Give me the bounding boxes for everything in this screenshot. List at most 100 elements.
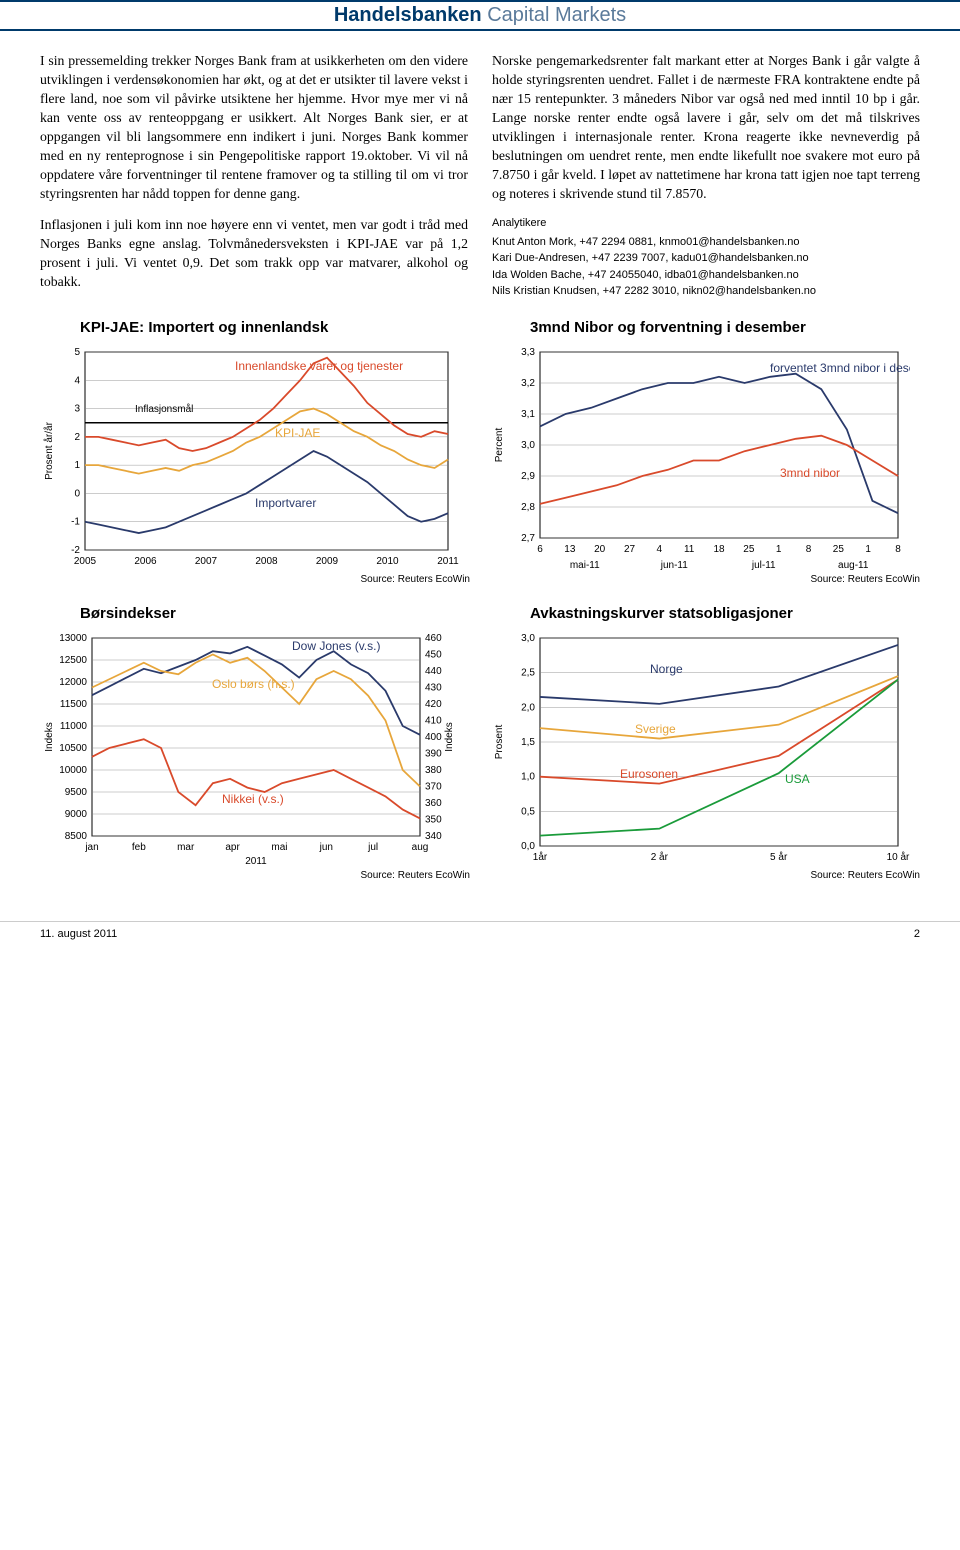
svg-text:2009: 2009 — [316, 556, 339, 567]
brand: Handelsbanken Capital Markets — [334, 4, 626, 26]
svg-text:mar: mar — [177, 842, 195, 853]
svg-text:2,5: 2,5 — [521, 668, 535, 679]
svg-text:2,9: 2,9 — [521, 471, 535, 482]
svg-text:400: 400 — [425, 732, 442, 743]
svg-text:10500: 10500 — [59, 743, 87, 754]
svg-text:2006: 2006 — [134, 556, 157, 567]
svg-text:420: 420 — [425, 699, 442, 710]
svg-text:aug-11: aug-11 — [838, 560, 869, 571]
chart1-box: -2-10123452005200620072008200920102011Pr… — [40, 342, 470, 572]
chart2-source: Source: Reuters EcoWin — [490, 574, 920, 585]
charts-grid: KPI-JAE: Importert og innenlandsk -2-101… — [40, 319, 920, 881]
svg-text:3,2: 3,2 — [521, 378, 535, 389]
svg-text:10 år: 10 år — [887, 851, 910, 863]
svg-text:forventet 3mnd nibor i desembe: forventet 3mnd nibor i desember — [770, 361, 910, 375]
svg-text:11500: 11500 — [60, 699, 88, 710]
svg-text:jun-11: jun-11 — [660, 560, 688, 571]
svg-text:Indeks: Indeks — [444, 723, 455, 752]
svg-text:8500: 8500 — [65, 831, 88, 842]
svg-text:11: 11 — [684, 544, 695, 555]
svg-text:-2: -2 — [71, 545, 80, 556]
svg-text:Prosent: Prosent — [494, 725, 505, 760]
svg-text:440: 440 — [425, 666, 442, 677]
svg-text:10000: 10000 — [59, 765, 87, 776]
svg-text:410: 410 — [425, 716, 442, 727]
footer-date: 11. august 2011 — [40, 928, 117, 940]
left-p2: Inflasjonen i juli kom inn noe høyere en… — [40, 215, 468, 291]
svg-text:2011: 2011 — [437, 556, 459, 567]
svg-text:370: 370 — [425, 782, 442, 793]
svg-text:340: 340 — [425, 831, 442, 842]
chart4-cell: Avkastningskurver statsobligasjoner 0,00… — [490, 605, 920, 881]
svg-text:2,0: 2,0 — [521, 703, 535, 714]
svg-text:KPI-JAE: KPI-JAE — [275, 426, 320, 440]
right-column: Norske pengemarkedsrenter falt markant e… — [492, 51, 920, 303]
chart2-cell: 3mnd Nibor og forventning i desember 2,7… — [490, 319, 920, 585]
chart1-cell: KPI-JAE: Importert og innenlandsk -2-101… — [40, 319, 470, 585]
svg-text:Prosent år/år: Prosent år/år — [43, 422, 55, 480]
analysts-block: Analytikere Knut Anton Mork, +47 2294 08… — [492, 215, 920, 300]
analyst-line: Nils Kristian Knudsen, +47 2282 3010, ni… — [492, 283, 920, 300]
svg-text:2010: 2010 — [376, 556, 399, 567]
chart4-title: Avkastningskurver statsobligasjoner — [490, 605, 920, 622]
svg-text:2005: 2005 — [74, 556, 97, 567]
analyst-line: Knut Anton Mork, +47 2294 0881, knmo01@h… — [492, 234, 920, 251]
svg-text:Oslo børs (h.s.): Oslo børs (h.s.) — [212, 677, 295, 691]
svg-text:1år: 1år — [533, 851, 548, 863]
chart4-source: Source: Reuters EcoWin — [490, 870, 920, 881]
right-p1: Norske pengemarkedsrenter falt markant e… — [492, 51, 920, 203]
svg-text:9500: 9500 — [65, 787, 88, 798]
svg-text:1: 1 — [776, 544, 782, 555]
svg-text:11000: 11000 — [60, 721, 88, 732]
svg-text:Eurosonen: Eurosonen — [620, 767, 678, 781]
svg-text:jul-11: jul-11 — [751, 560, 776, 571]
chart3-box: 8500 9000 9500 10000 10500 11000 11500 12000 125… — [40, 628, 470, 868]
svg-text:8: 8 — [895, 544, 901, 555]
svg-text:0,0: 0,0 — [521, 841, 535, 852]
svg-text:4: 4 — [74, 376, 80, 387]
svg-text:3: 3 — [74, 404, 80, 415]
svg-text:apr: apr — [225, 842, 240, 853]
svg-text:2008: 2008 — [255, 556, 278, 567]
svg-text:jun: jun — [319, 842, 333, 853]
svg-text:27: 27 — [624, 544, 636, 555]
svg-text:Percent: Percent — [494, 428, 505, 463]
svg-text:18: 18 — [713, 544, 725, 555]
svg-text:2007: 2007 — [195, 556, 218, 567]
svg-text:12500: 12500 — [59, 655, 87, 666]
svg-text:mai: mai — [271, 842, 287, 853]
header-bar: Handelsbanken Capital Markets — [0, 0, 960, 31]
svg-text:13: 13 — [564, 544, 576, 555]
svg-text:Norge: Norge — [650, 662, 683, 676]
svg-text:Indeks: Indeks — [44, 723, 55, 752]
svg-text:6: 6 — [537, 544, 543, 555]
svg-text:1: 1 — [74, 461, 80, 472]
svg-text:350: 350 — [425, 815, 442, 826]
svg-text:mai-11: mai-11 — [570, 560, 600, 571]
svg-text:feb: feb — [132, 842, 146, 853]
brand-light: Capital Markets — [482, 4, 627, 26]
svg-text:jul: jul — [367, 842, 378, 853]
text-columns: I sin pressemelding trekker Norges Bank … — [40, 51, 920, 303]
svg-text:1,5: 1,5 — [521, 737, 535, 748]
svg-text:Inflasjonsmål: Inflasjonsmål — [135, 403, 193, 415]
svg-text:2 år: 2 år — [651, 851, 669, 863]
svg-text:9000: 9000 — [65, 809, 88, 820]
chart1-source: Source: Reuters EcoWin — [40, 574, 470, 585]
left-column: I sin pressemelding trekker Norges Bank … — [40, 51, 468, 303]
svg-text:-1: -1 — [71, 517, 80, 528]
svg-text:25: 25 — [833, 544, 845, 555]
svg-text:5 år: 5 år — [770, 851, 788, 863]
analysts-header: Analytikere — [492, 215, 920, 232]
svg-text:12000: 12000 — [59, 677, 87, 688]
content: I sin pressemelding trekker Norges Bank … — [0, 51, 960, 881]
svg-text:2,7: 2,7 — [521, 533, 535, 544]
svg-text:460: 460 — [425, 633, 442, 644]
left-p1: I sin pressemelding trekker Norges Bank … — [40, 51, 468, 203]
svg-text:Innenlandske varer og tjeneste: Innenlandske varer og tjenester — [235, 359, 403, 373]
svg-text:3mnd nibor: 3mnd nibor — [780, 466, 840, 480]
svg-text:Dow Jones (v.s.): Dow Jones (v.s.) — [292, 639, 380, 653]
chart1-title: KPI-JAE: Importert og innenlandsk — [40, 319, 470, 336]
chart3-title: Børsindekser — [40, 605, 470, 622]
chart4-box: 0,00,51,01,52,02,53,01år2 år5 år10 årPro… — [490, 628, 920, 868]
